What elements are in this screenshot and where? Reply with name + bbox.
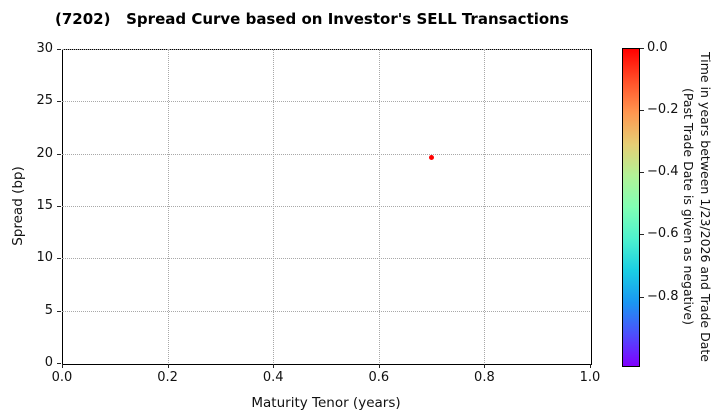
x-tick-mark <box>378 364 380 368</box>
x-tick-label: 0.4 <box>262 370 284 385</box>
colorbar-tick-label: −0.2 <box>647 102 679 118</box>
scatter-point <box>429 155 435 161</box>
x-tick-mark <box>590 364 591 368</box>
y-tick-label: 15 <box>36 198 53 213</box>
colorbar-tick-mark <box>640 172 644 174</box>
colorbar-tick-mark <box>640 110 644 112</box>
x-tick-label: 0.6 <box>368 370 390 385</box>
x-tick-mark <box>167 364 169 368</box>
y-tick-label: 30 <box>36 41 53 56</box>
y-tick-label: 5 <box>44 302 53 318</box>
colorbar-tick-mark <box>640 296 644 298</box>
colorbar-label-line2: (Past Trade Date is given as negative) <box>681 88 696 325</box>
colorbar-tick-label: −0.8 <box>647 288 679 304</box>
colorbar-tick-label: −0.4 <box>647 164 679 180</box>
y-tick-label: 10 <box>36 250 53 266</box>
x-tick-label: 0.2 <box>157 370 178 385</box>
y-grid-line <box>62 49 590 50</box>
colorbar-tick-mark <box>640 234 644 236</box>
y-tick-mark <box>57 101 61 103</box>
y-tick-mark <box>57 153 61 155</box>
colorbar-axis-label: Time in years between 1/23/2026 and Trad… <box>672 48 714 365</box>
y-tick-mark <box>57 363 61 364</box>
y-grid-line <box>62 206 590 207</box>
y-grid-line <box>62 310 590 312</box>
x-tick-label: 0.0 <box>51 370 73 385</box>
y-tick-label: 0 <box>44 355 53 370</box>
x-tick-mark <box>62 364 63 368</box>
y-tick-mark <box>57 258 61 260</box>
chart-title: (7202) Spread Curve based on Investor's … <box>55 10 569 28</box>
colorbar-tick-label: 0.0 <box>647 40 668 55</box>
y-tick-mark <box>57 206 61 207</box>
y-tick-mark <box>57 49 61 50</box>
plot-area <box>62 49 592 365</box>
x-tick-label: 1.0 <box>579 370 601 385</box>
y-grid-line <box>62 101 590 103</box>
y-tick-label: 25 <box>36 93 53 109</box>
x-axis-label: Maturity Tenor (years) <box>251 395 401 411</box>
x-tick-mark <box>484 364 486 368</box>
y-tick-label: 20 <box>36 145 53 161</box>
y-grid-line <box>62 153 590 155</box>
colorbar-tick-label: −0.6 <box>647 226 679 242</box>
x-tick-label: 0.8 <box>474 370 495 385</box>
y-tick-mark <box>57 310 61 312</box>
x-tick-mark <box>273 364 275 368</box>
colorbar-tick-mark <box>640 48 644 49</box>
colorbar-label-line1: Time in years between 1/23/2026 and Trad… <box>698 51 713 362</box>
colorbar <box>622 48 640 367</box>
y-grid-line <box>62 258 590 260</box>
